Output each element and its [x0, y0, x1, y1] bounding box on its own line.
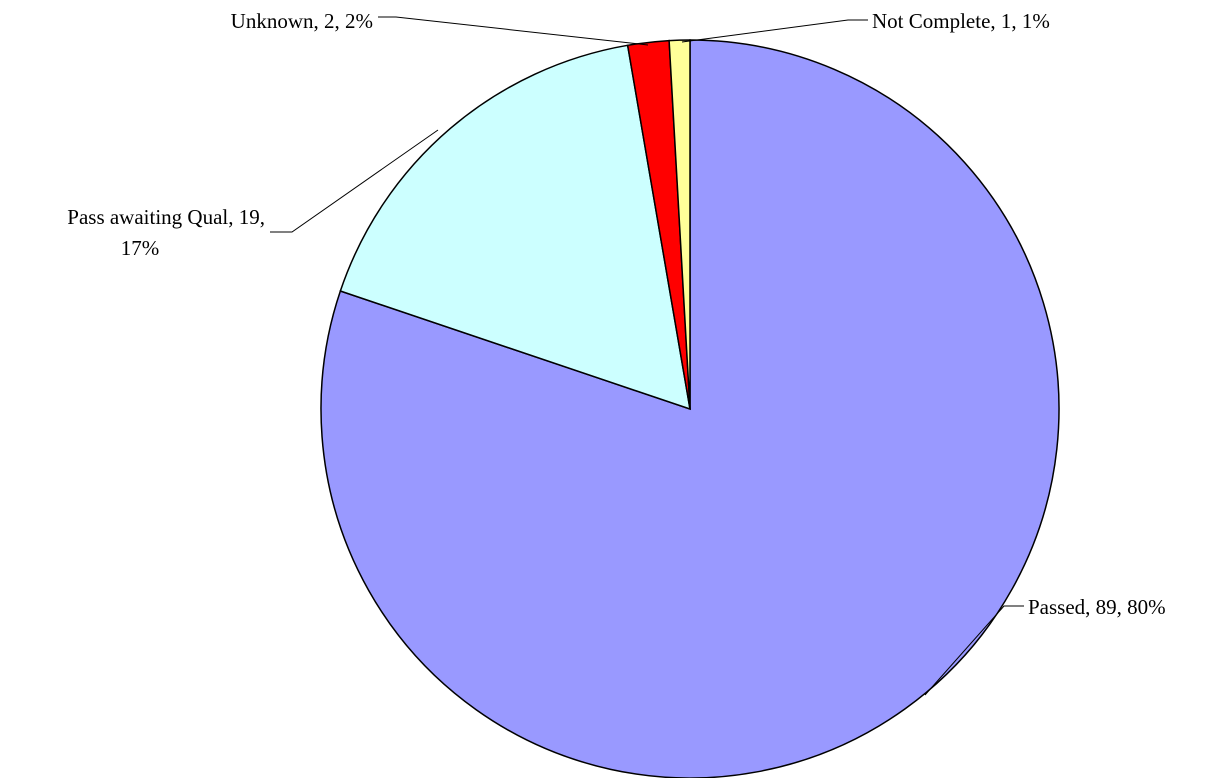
- data-label-line: Unknown, 2, 2%: [231, 9, 373, 33]
- data-label-passed: Passed, 89, 80%: [1028, 595, 1166, 619]
- data-label-line: Passed, 89, 80%: [1028, 595, 1166, 619]
- pie-slice-not-complete: [668, 39, 691, 410]
- data-label-line: 17%: [121, 236, 160, 260]
- data-label-not-complete: Not Complete, 1, 1%: [872, 9, 1050, 33]
- data-label-line: Pass awaiting Qual, 19,: [67, 205, 265, 229]
- pie-slice-pass-awaiting-qual: [339, 44, 691, 411]
- data-labels: Passed, 89, 80% Pass awaiting Qual, 19, 17…: [67, 9, 1165, 619]
- leader-line-pass-awaiting-qual: [270, 129, 439, 233]
- leader-line-unknown: [378, 16, 649, 46]
- data-label-pass-awaiting-qual: Pass awaiting Qual, 19, 17%: [67, 205, 265, 260]
- data-label-unknown: Unknown, 2, 2%: [231, 9, 373, 33]
- leader-line-not-complete: [681, 19, 868, 43]
- leader-line-passed: [924, 605, 1024, 696]
- pie-slices: [320, 39, 1060, 778]
- data-label-line: Not Complete, 1, 1%: [872, 9, 1050, 33]
- leader-lines: [270, 16, 1024, 696]
